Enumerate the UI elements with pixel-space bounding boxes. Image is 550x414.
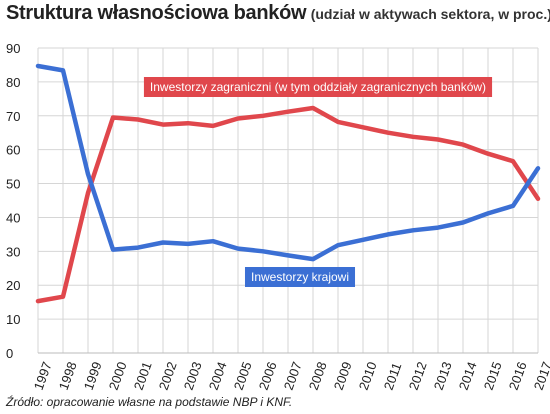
series-label-domestic: Inwestorzy krajowi [244, 267, 356, 287]
x-tick-label: 2013 [431, 360, 455, 392]
x-tick-label: 2012 [406, 360, 430, 392]
x-tick-label: 1999 [81, 360, 105, 392]
series-line-foreign [35, 105, 541, 304]
series-label-box [143, 77, 493, 97]
x-tick-label: 2003 [181, 360, 205, 392]
y-tick-label: 50 [6, 177, 20, 192]
series-line-domestic [35, 63, 541, 262]
y-tick-label: 80 [6, 75, 20, 90]
y-tick-label: 20 [6, 278, 20, 293]
x-tick-label: 2005 [231, 360, 255, 392]
chart-title: Struktura własnościowa banków (udział w … [6, 2, 550, 25]
x-tick-label: 2017 [531, 360, 550, 392]
title-main: Struktura własnościowa banków [6, 2, 307, 24]
series-label-text: Inwestorzy zagraniczni (w tym oddziały z… [150, 80, 486, 94]
x-tick-label: 1997 [31, 360, 55, 392]
x-tick-label: 2008 [306, 360, 330, 392]
x-tick-label: 2011 [381, 361, 405, 392]
series-label-box [244, 267, 356, 287]
x-tick-label: 2006 [256, 360, 280, 392]
y-tick-label: 40 [6, 210, 20, 225]
y-tick-label: 30 [6, 244, 20, 259]
y-tick-label: 10 [6, 312, 20, 327]
x-tick-label: 2007 [281, 360, 305, 392]
source-note: Źródło: opracowanie własne na podstawie … [6, 395, 293, 409]
x-tick-label: 2010 [356, 360, 380, 392]
title-subtitle: (udział w aktywach sektora, w proc.) [310, 6, 550, 22]
x-tick-label: 1998 [56, 360, 80, 392]
series-label-text: Inwestorzy krajowi [251, 270, 349, 284]
y-tick-label: 60 [6, 143, 20, 158]
x-tick-label: 2000 [106, 360, 130, 392]
x-tick-label: 2016 [506, 360, 530, 392]
series-label-foreign: Inwestorzy zagraniczni (w tym oddziały z… [143, 77, 493, 97]
x-tick-label: 2014 [456, 360, 480, 392]
x-tick-label: 2015 [481, 360, 505, 392]
x-tick-label: 2002 [156, 360, 180, 392]
y-tick-label: 90 [6, 41, 20, 56]
x-tick-label: 2009 [331, 360, 355, 392]
y-tick-label: 70 [6, 109, 20, 124]
x-tick-label: 2001 [131, 360, 155, 392]
x-tick-label: 2004 [206, 360, 230, 392]
y-tick-label: 0 [6, 346, 13, 361]
